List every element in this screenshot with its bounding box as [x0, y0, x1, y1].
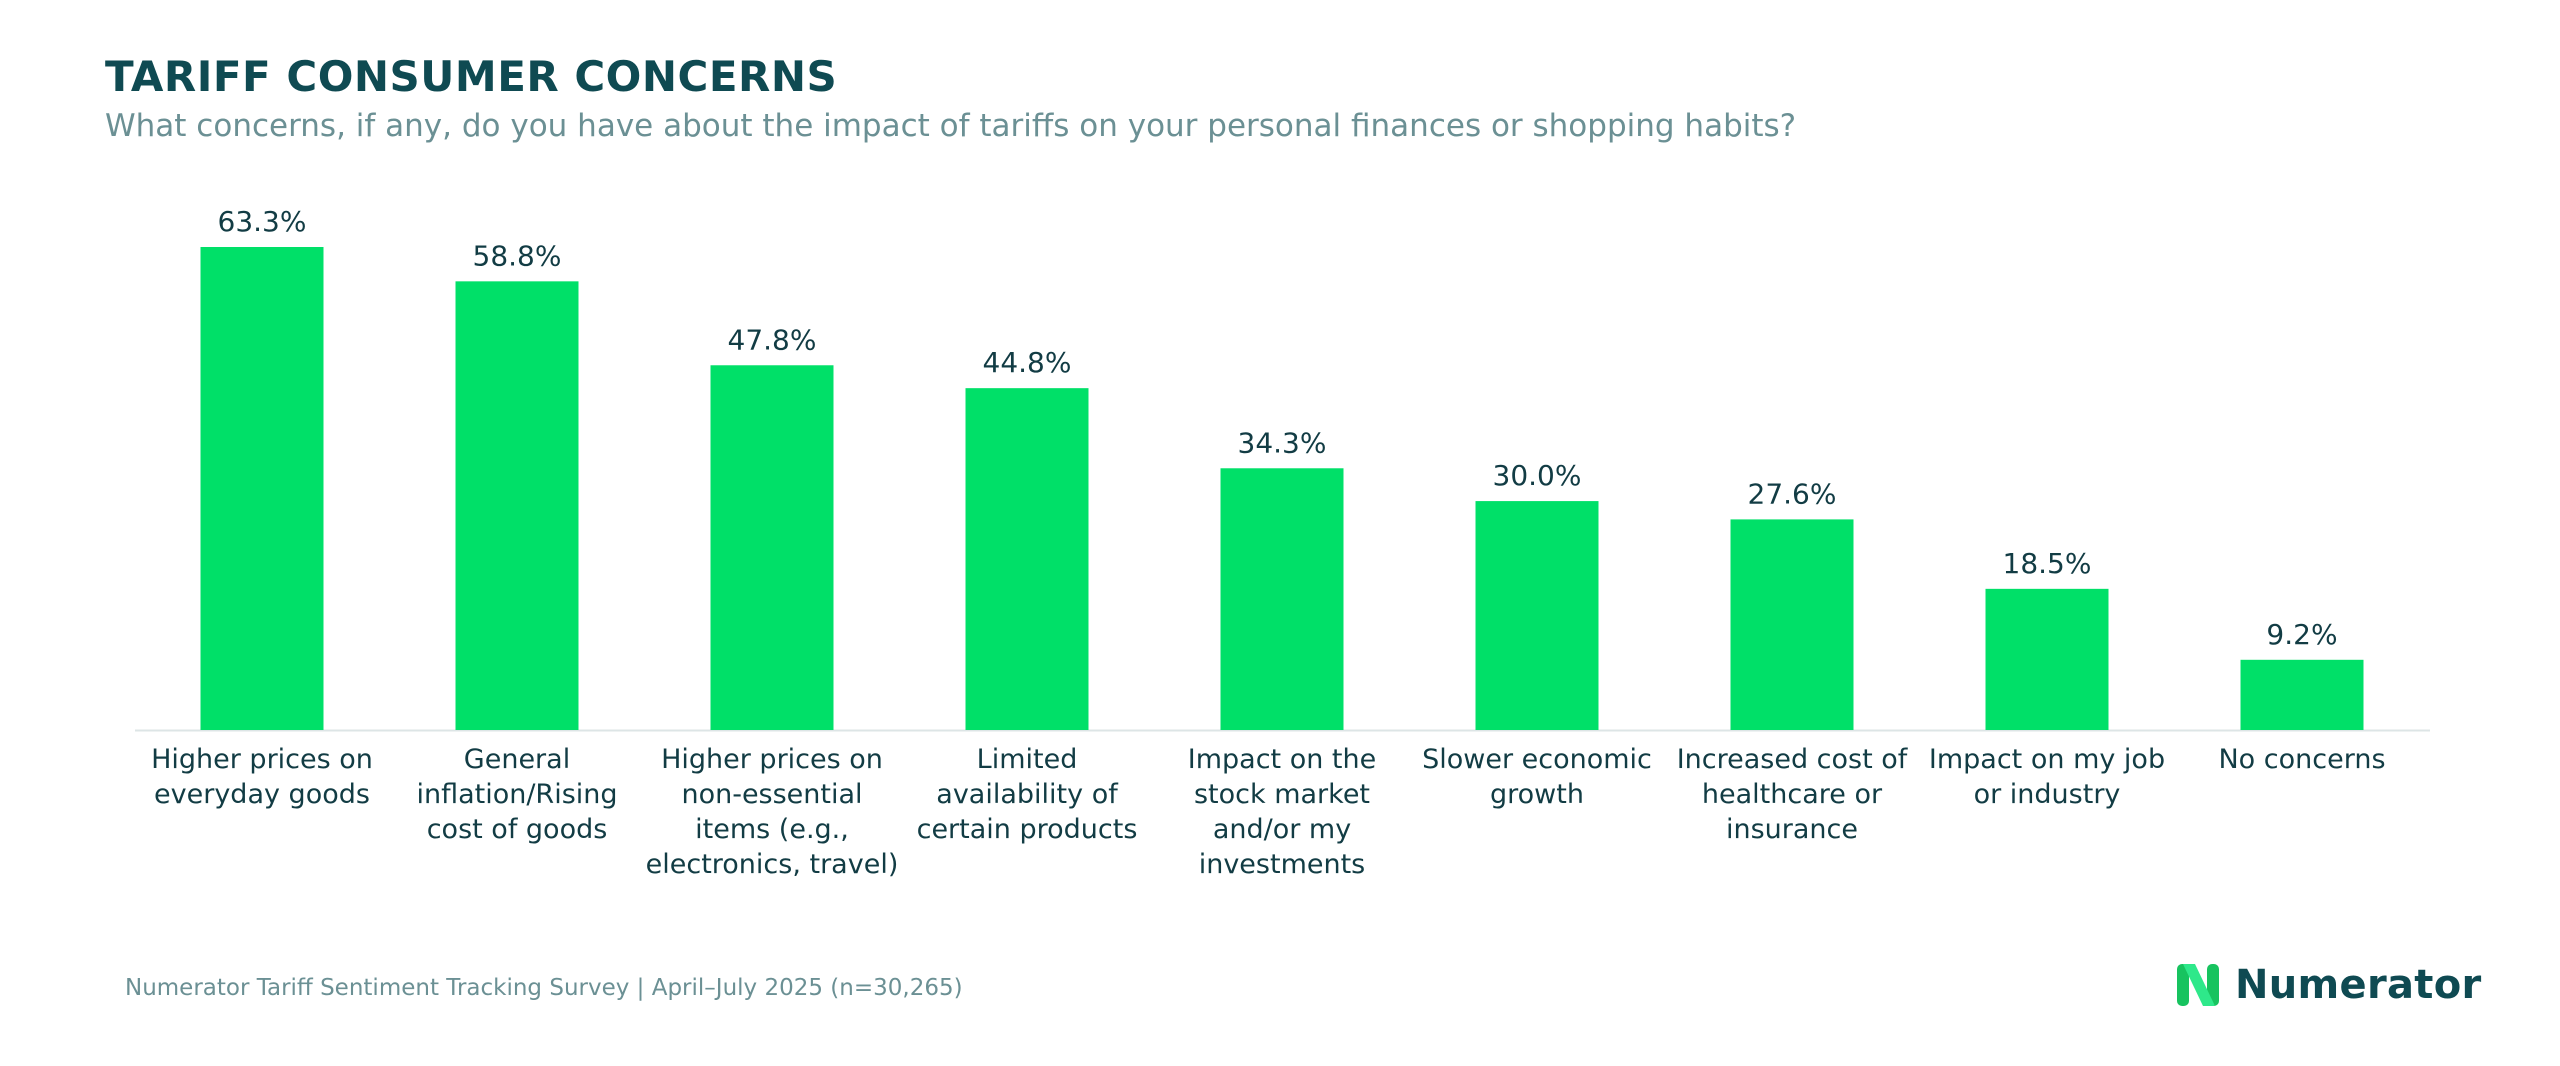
bar-value-label: 44.8% [983, 346, 1072, 379]
bar [2240, 659, 2364, 730]
category-label: Limited availability of certain products [917, 744, 1138, 845]
bar-value-label: 30.0% [1493, 459, 1582, 492]
chart-title: TARIFF CONSUMER CONCERNS [105, 52, 838, 101]
bar [1985, 588, 2109, 730]
category-label: Slower economic growth [1422, 744, 1652, 810]
category-label: Impact on my job or industry [1929, 744, 2165, 810]
category-label: Higher prices on everyday goods [151, 744, 373, 810]
bar [1730, 519, 1854, 730]
bar-value-label: 9.2% [2266, 618, 2337, 651]
bar-value-label: 34.3% [1238, 426, 1327, 459]
chart-subtitle: What concerns, if any, do you have about… [105, 108, 1797, 144]
bar [1475, 501, 1599, 730]
source-footnote: Numerator Tariff Sentiment Tracking Surv… [125, 975, 963, 1001]
bar [200, 247, 324, 730]
bar-value-label: 63.3% [218, 205, 307, 238]
bar-value-label: 18.5% [2003, 547, 2092, 580]
bar-value-label: 27.6% [1748, 477, 1837, 510]
category-label: No concerns [2218, 744, 2385, 775]
bar-chart: 63.3% Higher prices on everyday goods 58.8%… [135, 205, 2430, 880]
bar-value-label: 47.8% [728, 323, 817, 356]
category-label: General inflation/Rising cost of goods [416, 744, 617, 845]
brand-name: Numerator [2235, 962, 2482, 1008]
numerator-n-icon [2177, 964, 2219, 1006]
bar [1220, 468, 1344, 730]
category-label: Higher prices on non-essential items (e.g.… [646, 744, 899, 880]
bar [455, 281, 579, 730]
bar [965, 388, 1089, 730]
category-label: Increased cost of healthcare or insurance [1677, 744, 1909, 845]
category-label: Impact on the stock market and/or my invest… [1188, 744, 1377, 880]
numerator-logo: Numerator [2175, 962, 2482, 1008]
bar [710, 365, 834, 730]
bar-value-label: 58.8% [473, 239, 562, 272]
